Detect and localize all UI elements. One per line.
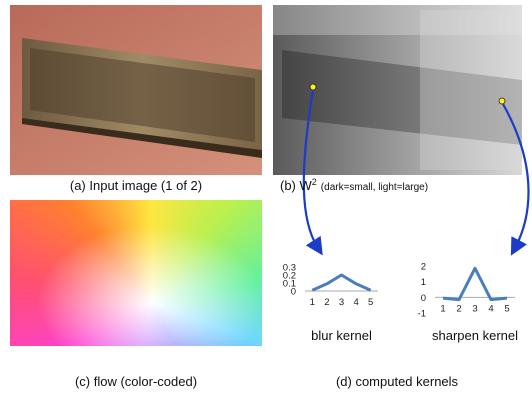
caption: (c) flow (color-coded) [75, 374, 197, 389]
x-tick-label: 2 [324, 297, 329, 308]
chart-title: blur kernel [311, 328, 372, 343]
sample-point [310, 84, 316, 90]
caption: (b) W2 (dark=small, light=large) [280, 177, 428, 193]
x-tick-label: 3 [472, 303, 477, 314]
chart-title: sharpen kernel [432, 328, 518, 343]
y-tick-label: 1 [421, 277, 426, 288]
y-tick-label: 2 [421, 262, 426, 273]
y-tick-label: -1 [418, 309, 426, 320]
input-image [10, 5, 262, 175]
x-tick-label: 3 [339, 297, 344, 308]
caption-note: (dark=small, light=large) [321, 182, 428, 193]
figure: (a) Input image (1 of 2) (b) W2(dark=sma… [0, 0, 532, 398]
kernel-line [312, 275, 370, 290]
x-tick-label: 1 [440, 303, 445, 314]
figure-canvas: (a) Input image (1 of 2) (b) W2(dark=sma… [0, 0, 532, 398]
x-tick-label: 5 [504, 303, 509, 314]
x-tick-label: 4 [353, 297, 358, 308]
y-tick-label: 0 [421, 293, 426, 304]
caption-sup: 2 [312, 177, 317, 187]
x-tick-label: 2 [456, 303, 461, 314]
kernel-line [443, 268, 507, 299]
x-tick-label: 5 [368, 297, 373, 308]
y-tick-label: 0.3 [283, 263, 296, 274]
sample-point [499, 98, 505, 104]
weight-image [273, 5, 522, 175]
x-tick-label: 4 [488, 303, 493, 314]
caption-main: (b) W [280, 178, 313, 193]
caption: (d) computed kernels [336, 374, 459, 389]
x-tick-label: 1 [310, 297, 315, 308]
caption: (a) Input image (1 of 2) [70, 178, 202, 193]
